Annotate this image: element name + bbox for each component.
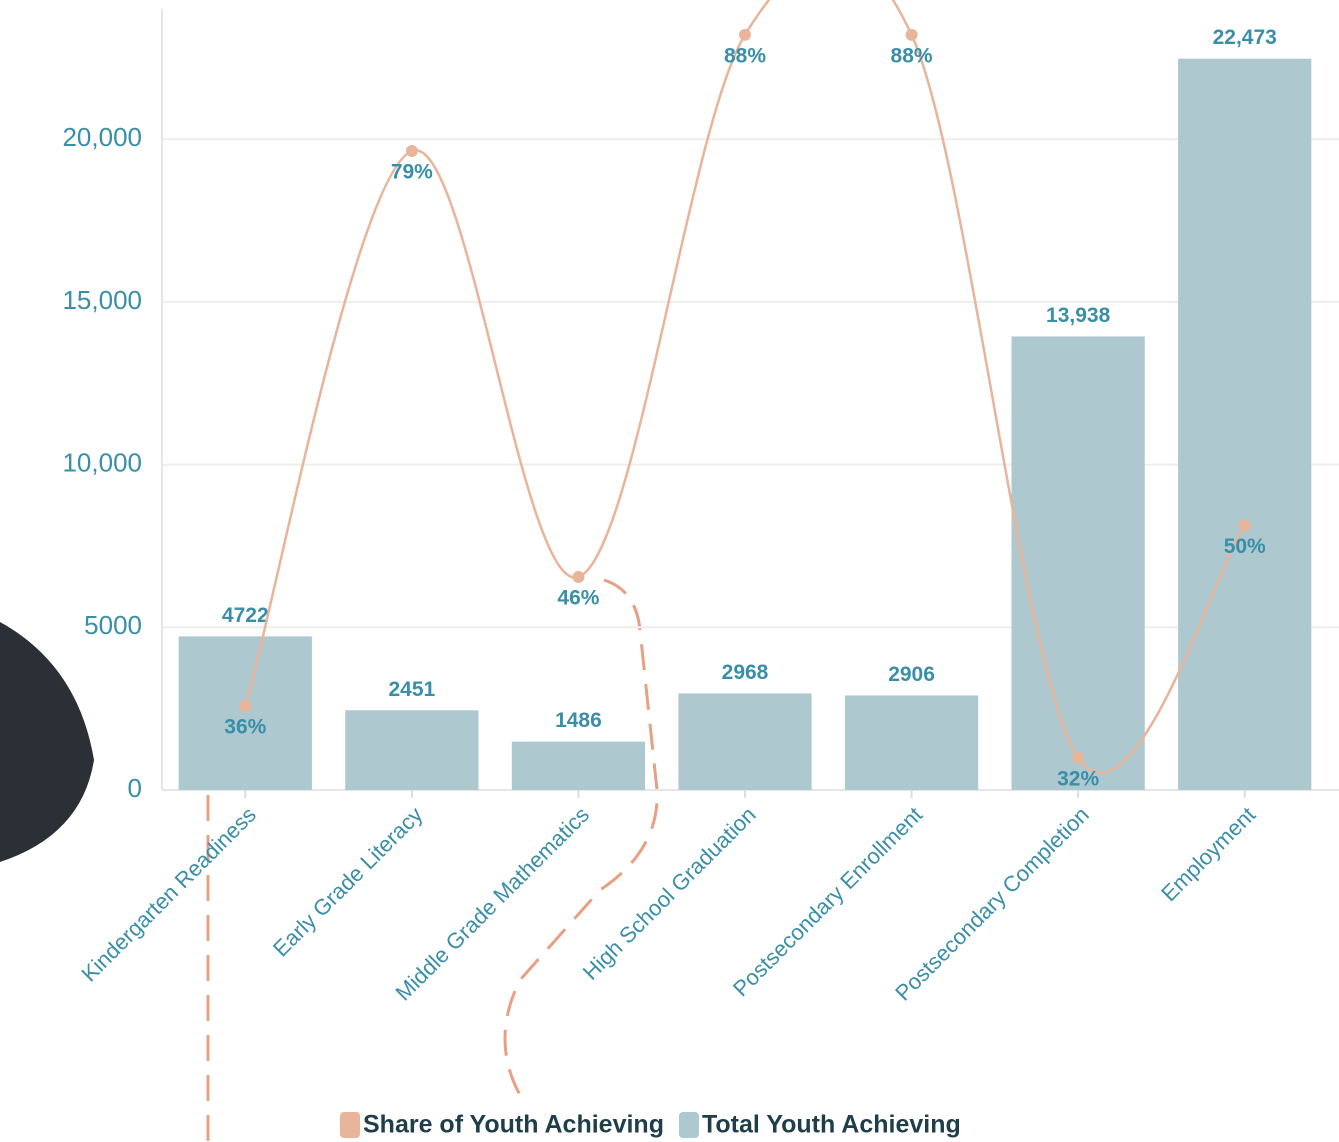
y-tick-label: 20,000	[62, 122, 142, 152]
x-tick-label: Middle Grade Mathematics	[391, 802, 595, 1006]
bar	[178, 636, 312, 790]
bar	[1178, 58, 1312, 791]
y-tick-label: 5000	[84, 610, 142, 640]
line-point	[1238, 519, 1251, 532]
point-value-label: 36%	[224, 716, 266, 739]
legend: Share of Youth Achieving Total Youth Achi…	[340, 1111, 961, 1139]
point-value-label: 46%	[557, 587, 599, 610]
bar	[678, 693, 812, 790]
bar	[345, 710, 479, 790]
y-tick-label: 0	[128, 773, 142, 803]
point-value-label: 88%	[891, 44, 933, 67]
line-point	[239, 700, 252, 713]
bar-value-label: 1486	[555, 709, 602, 732]
x-tick-label: Employment	[1156, 802, 1260, 906]
line-point	[739, 28, 751, 41]
line-point	[572, 571, 585, 583]
legend-swatch	[678, 1112, 699, 1138]
bar	[1011, 336, 1145, 790]
x-tick-label: Postsecondary Completion	[890, 802, 1094, 1006]
point-value-label: 88%	[724, 44, 766, 67]
y-tick-label: 15,000	[62, 285, 142, 315]
decor-dash	[503, 578, 659, 1096]
line-point	[1072, 751, 1085, 764]
point-value-label: 50%	[1224, 535, 1266, 558]
bar-value-label: 13,938	[1046, 304, 1111, 327]
bar-value-label: 2451	[388, 678, 435, 701]
x-tick-label: Postsecondary Enrollment	[728, 802, 927, 1001]
point-value-label: 32%	[1057, 767, 1099, 790]
bar-value-label: 2906	[888, 663, 935, 686]
bar	[511, 741, 646, 790]
bar-value-label: 4722	[222, 604, 269, 627]
decor-blob	[0, 622, 94, 862]
x-tick-label: High School Graduation	[578, 802, 761, 985]
x-tick-label: Early Grade Literacy	[268, 802, 427, 961]
legend-swatch	[340, 1112, 360, 1138]
bar-value-label: 22,473	[1213, 26, 1277, 49]
legend-label: Share of Youth Achieving	[363, 1111, 664, 1139]
legend-label: Total Youth Achieving	[702, 1111, 961, 1139]
line-point	[405, 145, 418, 157]
bar-value-label: 2968	[722, 661, 769, 684]
y-tick-label: 10,000	[62, 447, 142, 477]
bar	[844, 695, 979, 790]
line-point	[905, 28, 918, 41]
x-tick-label: Kindergarten Readiness	[76, 802, 261, 987]
point-value-label: 79%	[391, 161, 433, 184]
